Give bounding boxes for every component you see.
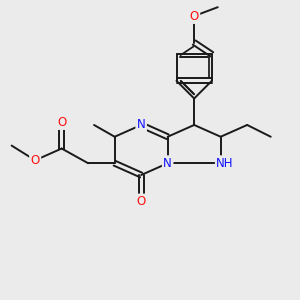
Text: O: O bbox=[190, 10, 199, 22]
Text: O: O bbox=[57, 116, 66, 128]
Text: O: O bbox=[136, 195, 146, 208]
Text: N: N bbox=[137, 118, 146, 131]
Text: NH: NH bbox=[216, 157, 234, 170]
Text: O: O bbox=[31, 154, 40, 167]
Text: N: N bbox=[163, 157, 172, 170]
